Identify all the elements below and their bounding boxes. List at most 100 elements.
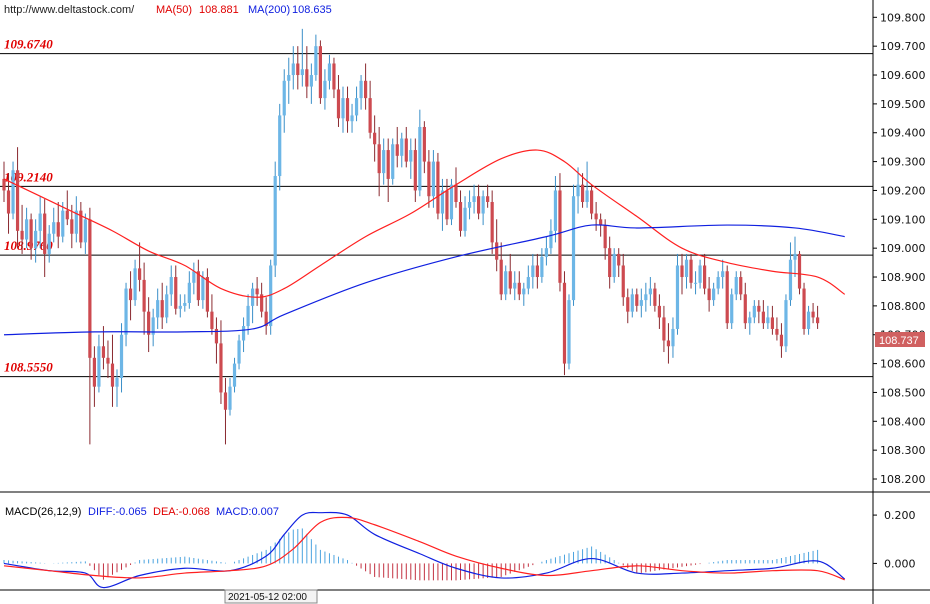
price-tick-label: 109.400	[880, 127, 926, 140]
candle-body	[47, 233, 51, 254]
candle	[228, 378, 232, 416]
candle-body	[630, 294, 634, 312]
candle	[291, 46, 295, 90]
candle	[449, 178, 454, 226]
candle	[793, 236, 797, 278]
candle	[472, 184, 476, 214]
candle-body	[657, 305, 661, 318]
candle	[205, 268, 209, 318]
candle-body	[639, 300, 643, 306]
candle-body	[413, 150, 417, 191]
candle	[535, 253, 539, 289]
candle	[608, 236, 612, 289]
candle	[440, 178, 445, 231]
candle	[56, 201, 60, 249]
candle-body	[133, 268, 137, 301]
candle	[495, 219, 499, 272]
candle-body	[752, 305, 756, 318]
candle	[395, 126, 399, 168]
candle	[675, 253, 680, 335]
candle-body	[138, 268, 142, 280]
candle-body	[52, 222, 56, 234]
candle-body	[56, 222, 60, 237]
candle-body	[400, 138, 404, 156]
candle-body	[115, 378, 119, 387]
price-tick-label: 108.500	[880, 386, 926, 399]
candle-body	[418, 126, 422, 191]
candle-body	[165, 294, 169, 318]
candle	[223, 378, 228, 445]
candle-body	[626, 297, 630, 312]
candle-body	[486, 196, 490, 202]
candle	[318, 40, 322, 104]
candle-body	[11, 170, 15, 214]
candle-body	[721, 271, 725, 278]
candle-body	[784, 300, 788, 347]
candle-body	[364, 80, 368, 99]
candle	[34, 219, 38, 263]
candle-body	[806, 311, 811, 329]
candle	[300, 28, 304, 87]
candle-body	[716, 277, 720, 289]
candle	[481, 190, 485, 226]
candle-body	[232, 363, 237, 387]
candle-body	[703, 265, 707, 289]
candle-body	[327, 63, 332, 81]
candle	[92, 346, 96, 407]
candle	[83, 213, 87, 254]
candle-body	[684, 259, 689, 278]
candle-body	[409, 150, 413, 162]
candle	[47, 225, 51, 263]
candle	[779, 323, 784, 358]
candle-body	[436, 161, 440, 214]
candle-body	[255, 288, 259, 295]
candle-body	[65, 210, 69, 220]
candle-body	[816, 317, 820, 324]
price-tick-label: 108.900	[880, 271, 926, 284]
candle	[784, 294, 788, 353]
candle-body	[178, 305, 182, 309]
candle-body	[770, 317, 774, 329]
candle	[549, 219, 553, 254]
candle	[477, 184, 481, 220]
candle	[797, 251, 802, 295]
candle-body	[92, 357, 96, 387]
candle-body	[300, 69, 304, 76]
candle	[761, 300, 765, 329]
candle	[156, 288, 160, 329]
candle-body	[174, 277, 178, 309]
candle	[382, 138, 386, 185]
candle	[703, 253, 707, 295]
candle-body	[151, 317, 155, 335]
candle	[725, 265, 729, 329]
candle-body	[119, 334, 124, 379]
candle	[657, 294, 661, 329]
candle	[698, 259, 702, 289]
candle	[418, 109, 422, 197]
candle	[739, 271, 743, 301]
candle	[635, 288, 639, 312]
candle	[445, 178, 449, 226]
candle	[15, 147, 20, 249]
candle	[61, 201, 65, 243]
candle	[463, 196, 467, 237]
candle-body	[264, 311, 268, 327]
candle-body	[495, 242, 499, 260]
candle	[716, 271, 720, 295]
candle	[29, 213, 33, 260]
candle	[178, 294, 182, 318]
candle-body	[147, 311, 151, 335]
candle	[147, 297, 151, 353]
candle	[766, 305, 770, 329]
candle-body	[635, 294, 639, 306]
candle-body	[160, 300, 164, 318]
candle-body	[20, 230, 24, 240]
candle-body	[2, 178, 6, 191]
candle	[752, 300, 756, 324]
candle	[341, 86, 345, 133]
candle	[666, 323, 671, 364]
candle-body	[305, 69, 309, 87]
candle-body	[427, 161, 431, 197]
candle	[585, 161, 589, 208]
